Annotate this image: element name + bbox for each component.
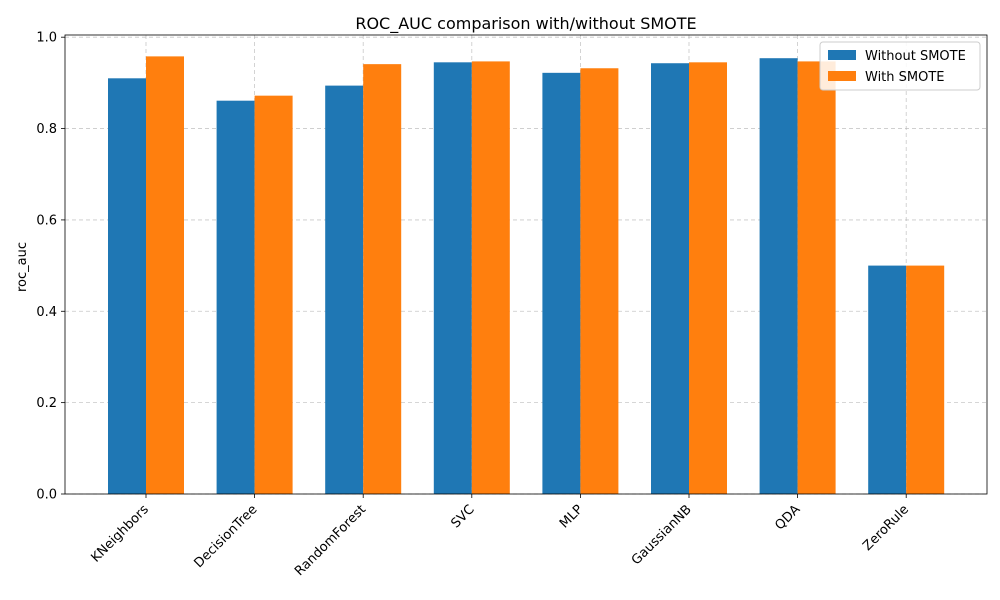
bar-with-smote (797, 61, 836, 494)
y-tick-label: 1.0 (36, 31, 57, 46)
legend-swatch (828, 71, 856, 81)
y-axis-title: roc_auc (15, 242, 30, 292)
y-tick-label: 0.2 (36, 396, 57, 411)
bar-without-smote (433, 62, 472, 494)
bar-with-smote (906, 265, 945, 494)
legend-box (819, 41, 981, 91)
bar-without-smote (759, 58, 798, 494)
legend: Without SMOTE With SMOTE (819, 41, 981, 91)
y-tick-label: 0.0 (36, 488, 57, 503)
bar-with-smote (254, 95, 293, 495)
legend-label: With SMOTE (865, 70, 945, 85)
x-tick-label: MLP (557, 502, 586, 531)
legend-label: Without SMOTE (865, 49, 966, 64)
y-tick-label: 0.8 (36, 122, 57, 137)
bar-without-smote (108, 78, 146, 495)
x-tick-label: ZeroRule (860, 502, 912, 554)
x-tick-label: SVC (448, 502, 477, 531)
axes-frame (64, 34, 988, 495)
bar-without-smote (325, 85, 364, 494)
x-tick-label: DecisionTree (192, 502, 261, 571)
bar-with-smote (471, 61, 510, 494)
x-tick-label: GaussianNB (629, 502, 695, 568)
bar-without-smote (868, 265, 907, 494)
bar-with-smote (363, 64, 402, 494)
x-tick-label: KNeighbors (88, 502, 152, 566)
x-tick-label: RandomForest (292, 502, 369, 579)
bar-without-smote (216, 100, 255, 494)
bars-layer (108, 56, 945, 495)
y-tick-label: 0.4 (36, 305, 57, 320)
bar-with-smote (580, 68, 619, 495)
chart-title: ROC_AUC comparison with/without SMOTE (355, 14, 696, 34)
y-tick-label: 0.6 (36, 213, 57, 228)
bar-with-smote (689, 62, 727, 494)
bar-without-smote (651, 63, 689, 495)
bar-with-smote (146, 56, 184, 495)
legend-swatch (828, 50, 856, 60)
grid-layer (65, 35, 987, 495)
bar-without-smote (542, 72, 581, 495)
x-tick-label: QDA (772, 502, 803, 533)
